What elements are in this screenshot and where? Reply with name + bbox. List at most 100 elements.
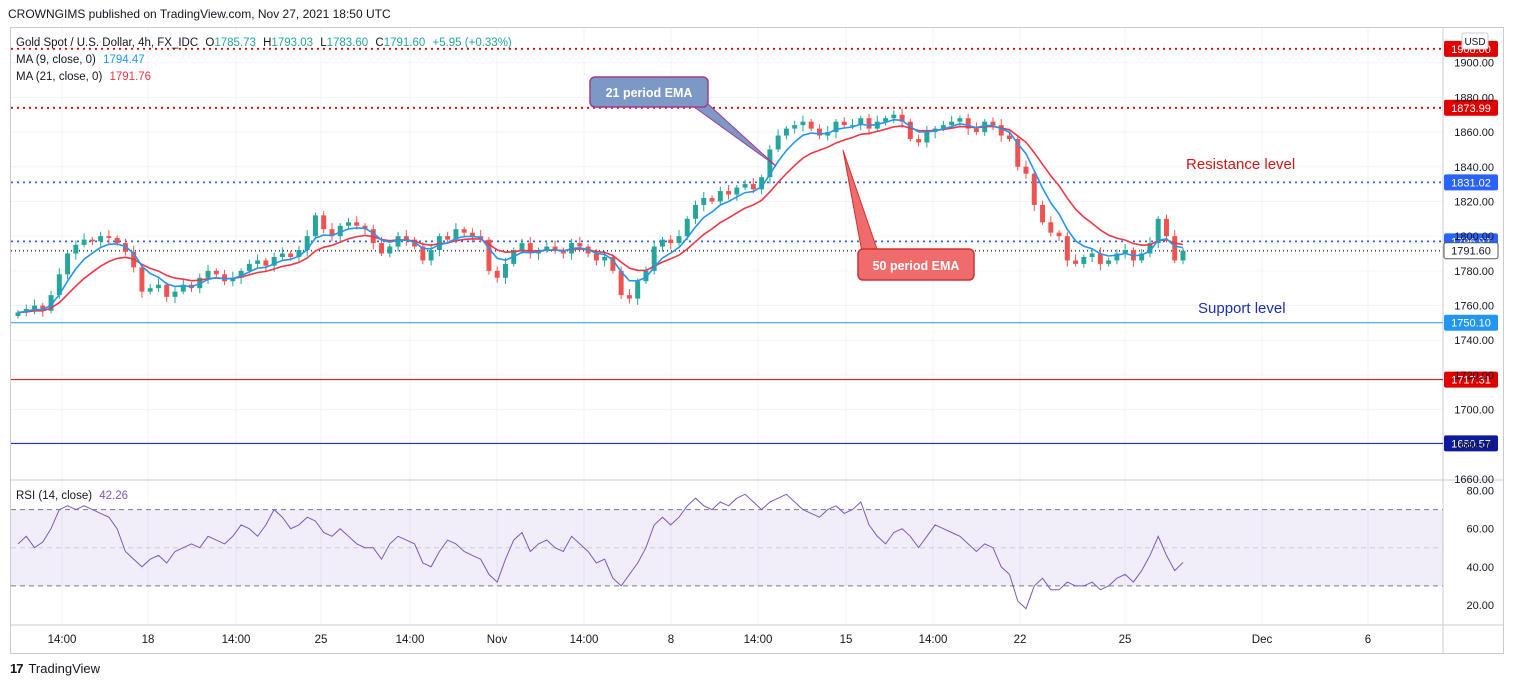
candle-body [147, 288, 153, 292]
candle-body [602, 256, 608, 261]
currency-badge[interactable] [1461, 32, 1489, 50]
candle-body [56, 274, 62, 296]
candle-body [1007, 135, 1012, 140]
time-tick-label: 25 [315, 634, 328, 646]
rsi-tick-label: 40.00 [1466, 562, 1494, 574]
candle-body [808, 121, 814, 129]
candle-body [618, 270, 624, 296]
candle-body [428, 250, 434, 261]
tradingview-brand[interactable]: 17 TradingView [10, 661, 100, 676]
candle-body [1089, 253, 1095, 257]
candle-body [73, 244, 79, 254]
candle-body [998, 125, 1004, 136]
rsi-line [17, 493, 1184, 610]
legend-ma21-label: MA (21, close, 0) [16, 71, 102, 83]
candle-body [693, 204, 698, 219]
time-tick-label: 15 [840, 634, 853, 646]
candle-body [1155, 218, 1161, 244]
time-tick-label: Nov [487, 634, 508, 646]
legend-close: 1791.60 [384, 37, 426, 49]
time-tick-label: 14:00 [744, 634, 773, 646]
candle-body [395, 236, 401, 247]
candle-body [610, 256, 616, 271]
candle-body [486, 239, 492, 271]
price-tick-label: 1660.00 [1454, 474, 1494, 486]
candle-body [949, 121, 955, 126]
legend-ma21-value: 1791.76 [110, 71, 152, 83]
candle-body [651, 246, 657, 271]
time-axis: 14:00 18 14:00 25 14:00 Nov 14:00 8 14:00 15 14:00… [48, 634, 1372, 646]
candle-body [891, 114, 897, 119]
price-axis: 1660.00 1680.00 1700.00 1720.00 1740.00 1760.… [1454, 58, 1494, 486]
tradingview-logo-icon: 17 [10, 661, 24, 676]
candle-body [312, 215, 318, 237]
candle-body [494, 270, 500, 278]
candle-body [924, 132, 930, 143]
candle-body [403, 236, 409, 240]
candle-body [759, 177, 765, 190]
candle-body [659, 239, 665, 247]
candle-body [858, 118, 864, 126]
candle-body [668, 239, 674, 244]
price-tick-label: 1760.00 [1454, 301, 1494, 313]
resistance-label: Resistance level [1186, 156, 1295, 173]
candle-body [15, 312, 21, 316]
price-tick-label: 1840.00 [1454, 162, 1494, 174]
price-tick-label: 1680.00 [1454, 439, 1494, 451]
candle-body [238, 270, 244, 278]
level-badge [1444, 314, 1498, 331]
level-value-label: 1680.57 [1451, 438, 1491, 450]
candle-body [180, 284, 186, 292]
candle-body [990, 121, 996, 126]
price-tick-label: 1740.00 [1454, 335, 1494, 347]
time-tick-label: Dec [1252, 634, 1273, 646]
candle-body [65, 253, 71, 275]
candle-body [89, 239, 95, 242]
legend-close-label: C [375, 37, 383, 49]
time-tick-label: 14:00 [396, 634, 425, 646]
horizontal-levels: 1908.001873.991831.021796.971791.601750.… [11, 40, 1499, 452]
rsi-tick-label: 20.00 [1466, 600, 1494, 612]
rsi-tick-label: 80.00 [1466, 486, 1494, 498]
candle-body [304, 236, 310, 251]
candle-body [346, 222, 351, 226]
ema50-callout-label: 50 period EMA [873, 259, 960, 273]
candle-body [626, 295, 632, 299]
candle-body [726, 191, 732, 195]
candle-body [1015, 139, 1021, 167]
ema21-callout-label: 21 period EMA [606, 86, 693, 100]
candle-body [263, 260, 269, 266]
candle-body [296, 250, 302, 257]
candle-body [577, 243, 583, 247]
candle-body [288, 253, 294, 257]
ema21-callout: 21 period EMA [589, 76, 777, 167]
candle-body [800, 121, 806, 126]
candle-body [833, 121, 839, 133]
candle-body [1147, 243, 1153, 254]
level-badge [1444, 371, 1498, 388]
svg-text:RSI (14, close) 42.26: RSI (14, close) 42.26 [16, 490, 128, 502]
candle-body [519, 243, 525, 251]
time-tick-label: 25 [1119, 634, 1132, 646]
candle-body [271, 256, 277, 266]
candle-body [230, 277, 236, 282]
candle-body [701, 197, 707, 205]
candle-body [329, 229, 335, 237]
candle-body [874, 121, 880, 129]
rsi-pane: 20.00 40.00 60.00 80.00 [11, 486, 1494, 612]
legend-high: 1793.03 [271, 37, 313, 49]
ma21-line [17, 125, 1184, 314]
price-tick-label: 1700.00 [1454, 405, 1494, 417]
candle-body [453, 229, 459, 240]
candle-body [155, 284, 161, 289]
candle-body [883, 118, 889, 122]
brand-label: TradingView [28, 661, 101, 676]
legend-symbol: Gold Spot / U.S. Dollar, 4h, FX_IDC [16, 37, 198, 49]
candle-body [354, 222, 360, 226]
support-label: Support level [1198, 300, 1286, 317]
candle-body [164, 284, 170, 297]
level-badge [1444, 99, 1498, 116]
candle-body [767, 149, 773, 178]
candle-body [114, 237, 120, 244]
